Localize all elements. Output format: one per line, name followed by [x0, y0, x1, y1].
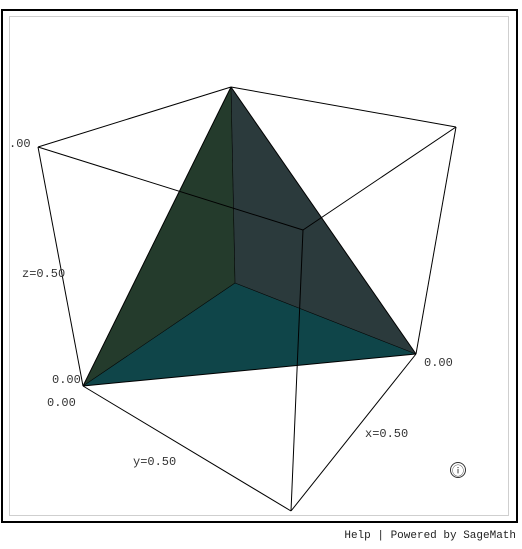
info-glyph: ⓘ: [451, 463, 464, 478]
3d-viewer[interactable]: .00 z=0.50 0.00 0.00 y=0.50 x=0.50 0.00 …: [1, 9, 518, 523]
z-axis-label: z=0.50: [22, 267, 65, 281]
viewer-frame: [9, 16, 509, 516]
y-min-label: 0.00: [47, 396, 76, 410]
z-max-label: .00: [9, 137, 31, 151]
powered-by-link[interactable]: Powered by SageMath: [390, 530, 516, 542]
y-axis-label: y=0.50: [133, 455, 176, 469]
x-axis-label: x=0.50: [365, 427, 408, 441]
help-link[interactable]: Help: [344, 530, 371, 542]
tetrahedron-edges: [82, 86, 417, 387]
z-min-label: 0.00: [52, 373, 81, 387]
info-icon[interactable]: ⓘ: [450, 462, 466, 478]
tetrahedron-face-left: [83, 87, 235, 386]
footer: Help | Powered by SageMath: [344, 530, 516, 542]
footer-separator: |: [377, 530, 384, 542]
3d-plot-canvas[interactable]: .00 z=0.50 0.00 0.00 y=0.50 x=0.50 0.00: [3, 11, 516, 521]
tetrahedron-face-bottom: [83, 283, 416, 386]
bounding-box: [37, 86, 457, 512]
x-min-label: 0.00: [424, 356, 453, 370]
